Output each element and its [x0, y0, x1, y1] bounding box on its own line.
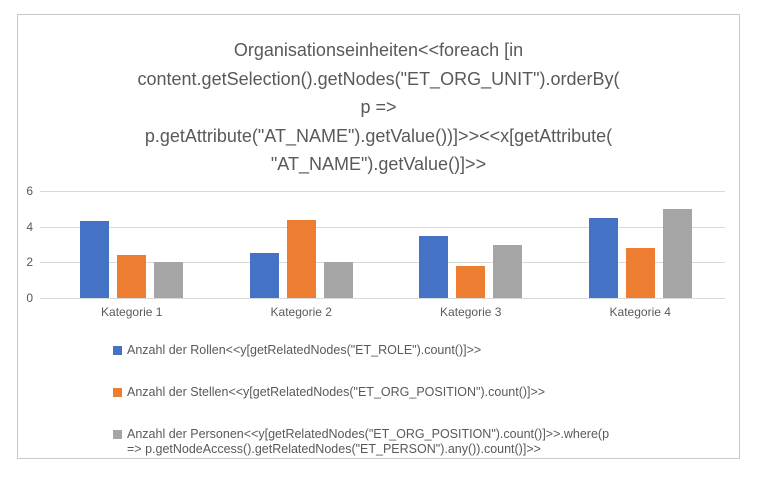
- chart-title[interactable]: Organisationseinheiten<<foreach [in conte…: [58, 36, 699, 179]
- legend-label-line: Anzahl der Personen<<y[getRelatedNodes("…: [127, 427, 610, 441]
- bar-series3-kategorie-3[interactable]: [493, 244, 523, 298]
- chart-title-line: p.getAttribute("AT_NAME").getValue())]>>…: [144, 125, 613, 146]
- legend-swatch-icon: [113, 430, 122, 439]
- legend-label-line: Anzahl der Stellen<<y[getRelatedNodes("E…: [127, 385, 546, 399]
- legend-swatch-icon: [113, 346, 122, 355]
- y-tick-label: 0: [26, 291, 33, 305]
- legend-label: Anzahl der Personen<<y[getRelatedNodes("…: [127, 427, 609, 457]
- bar-series3-kategorie-1[interactable]: [154, 262, 184, 298]
- gridline: [40, 262, 725, 264]
- bar-series1-kategorie-1[interactable]: [80, 221, 110, 298]
- legend-label: Anzahl der Stellen<<y[getRelatedNodes("E…: [127, 385, 545, 400]
- bar-series2-kategorie-4[interactable]: [625, 248, 655, 298]
- bar-series1-kategorie-2[interactable]: [249, 253, 279, 298]
- bar-series2-kategorie-2[interactable]: [286, 219, 316, 298]
- bar-series2-kategorie-1[interactable]: [117, 255, 147, 298]
- plot-area: [40, 191, 725, 299]
- legend-entry[interactable]: Anzahl der Personen<<y[getRelatedNodes("…: [113, 427, 653, 457]
- legend-label-line: => p.getNodeAccess().getRelatedNodes("ET…: [127, 442, 541, 456]
- bar-series2-kategorie-3[interactable]: [456, 265, 486, 298]
- gridline: [40, 298, 725, 299]
- x-axis-label: Kategorie 4: [609, 305, 671, 319]
- x-axis-labels: Kategorie 1 Kategorie 2 Kategorie 3 Kategor…: [47, 305, 725, 319]
- x-axis-label: Kategorie 3: [440, 305, 502, 319]
- y-tick-label: 2: [26, 255, 33, 270]
- y-tick-label: 4: [26, 219, 33, 234]
- legend-entry[interactable]: Anzahl der Stellen<<y[getRelatedNodes("E…: [113, 385, 653, 400]
- x-axis-label: Kategorie 1: [101, 305, 163, 319]
- bar-series1-kategorie-4[interactable]: [588, 217, 618, 298]
- chart-title-line: p =>: [360, 97, 397, 117]
- chart-title-line: Organisationseinheiten<<foreach [in: [233, 40, 524, 60]
- bar-area: [47, 191, 725, 298]
- y-tick-label: 6: [26, 184, 33, 198]
- gridline: [40, 226, 725, 228]
- legend-entry[interactable]: Anzahl der Rollen<<y[getRelatedNodes("ET…: [113, 343, 653, 358]
- bar-series1-kategorie-3[interactable]: [419, 235, 449, 298]
- x-axis-label: Kategorie 2: [270, 305, 332, 319]
- chart-title-line: "AT_NAME").getValue()]>>: [270, 154, 487, 174]
- bar-series3-kategorie-4[interactable]: [662, 208, 692, 298]
- gridline: [40, 191, 725, 192]
- legend: Anzahl der Rollen<<y[getRelatedNodes("ET…: [113, 343, 653, 457]
- bar-series3-kategorie-2[interactable]: [323, 262, 353, 298]
- chart-title-line: content.getSelection().getNodes("ET_ORG_…: [137, 68, 620, 89]
- legend-label: Anzahl der Rollen<<y[getRelatedNodes("ET…: [127, 343, 481, 358]
- legend-swatch-icon: [113, 388, 122, 397]
- chart-frame: Organisationseinheiten<<foreach [in conte…: [17, 14, 740, 459]
- legend-label-line: Anzahl der Rollen<<y[getRelatedNodes("ET…: [127, 343, 482, 357]
